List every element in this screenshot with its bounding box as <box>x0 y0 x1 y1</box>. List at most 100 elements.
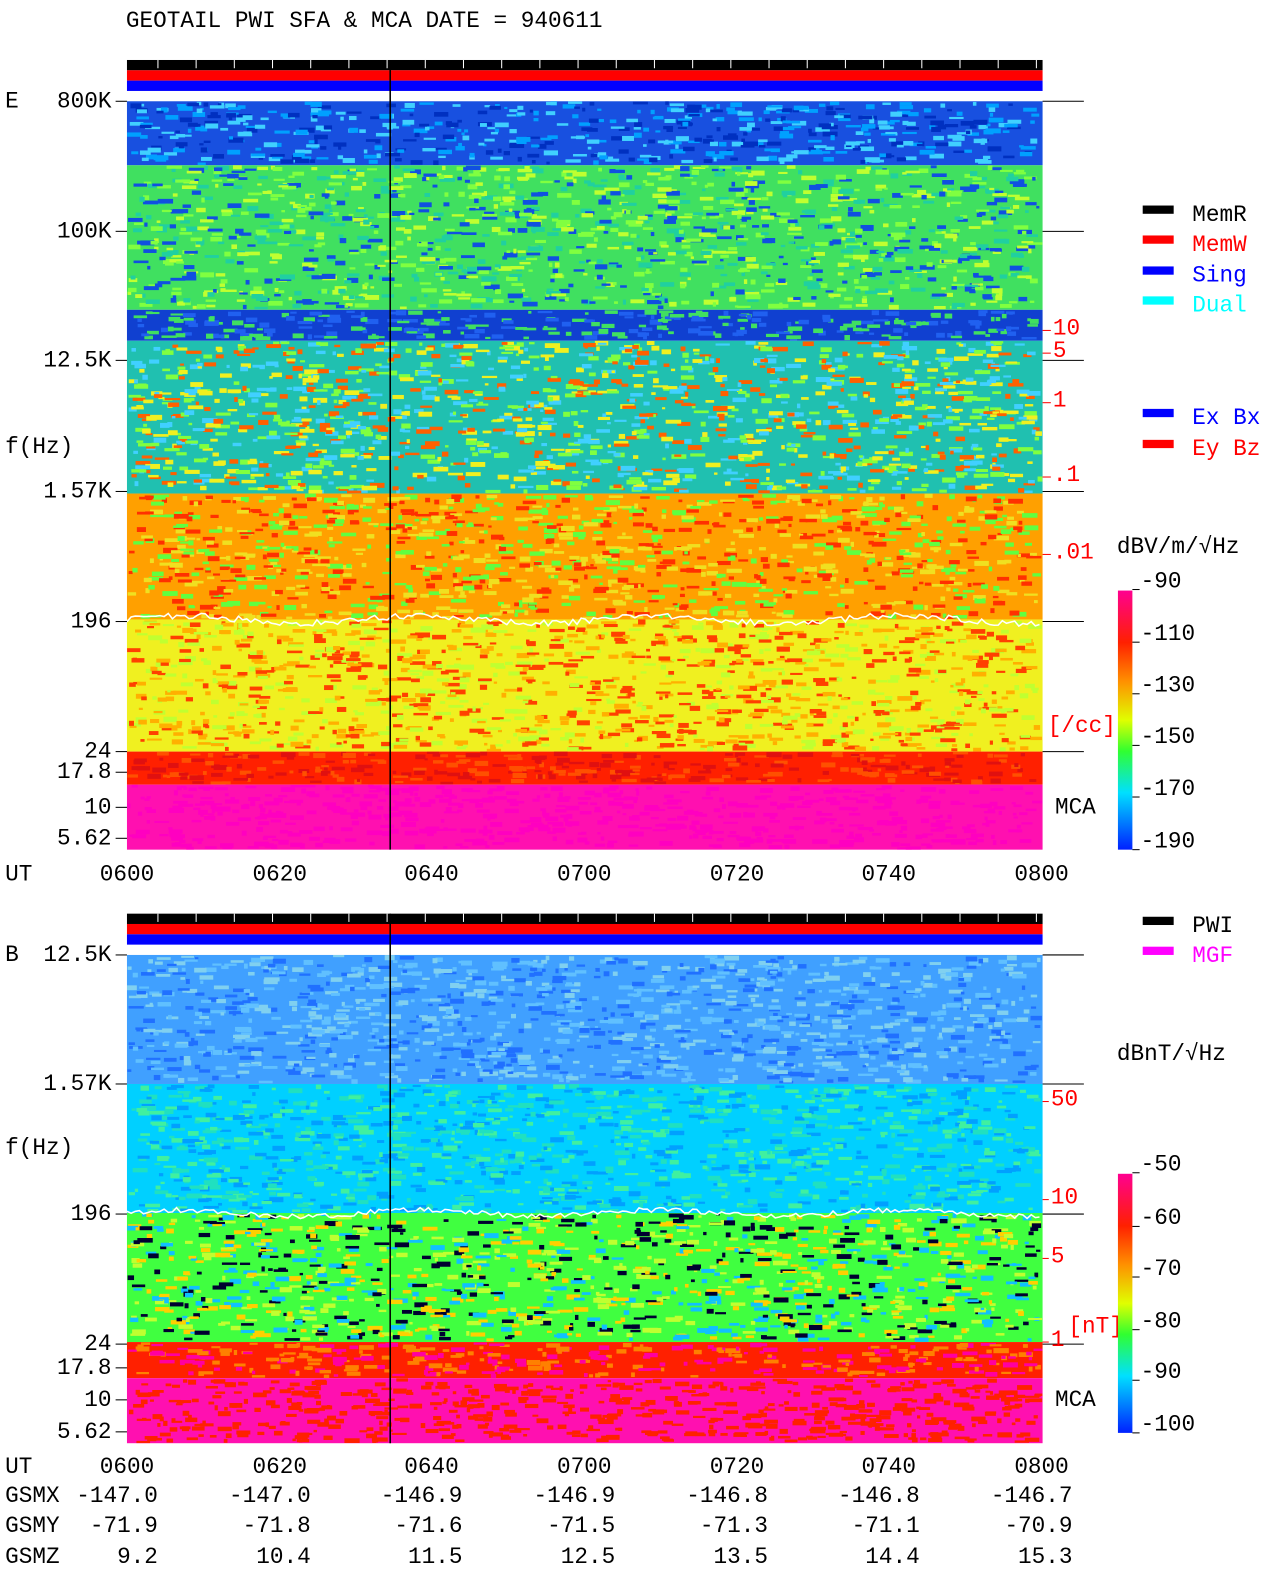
spectrogram-pixel <box>543 325 548 329</box>
spectrogram-pixel <box>935 142 949 147</box>
spectrogram-pixel <box>484 138 495 142</box>
spectrogram-pixel <box>574 392 587 398</box>
spectrogram-pixel <box>715 343 730 346</box>
spectrogram-pixel <box>839 326 848 331</box>
spectrogram-pixel <box>308 485 322 491</box>
spectrogram-pixel <box>544 409 556 415</box>
spectrogram-pixel <box>947 191 962 197</box>
spectrogram-pixel <box>204 165 208 170</box>
spectrogram-pixel <box>950 201 962 204</box>
spectrogram-pixel <box>855 131 864 136</box>
spectrogram-pixel <box>828 500 832 506</box>
spectrogram-pixel <box>805 514 821 519</box>
spectrogram-pixel <box>919 149 935 155</box>
spectrogram-pixel <box>127 132 142 137</box>
spectrogram-pixel <box>416 513 432 517</box>
spectrogram-pixel <box>436 606 451 610</box>
spectrogram-pixel <box>876 250 885 254</box>
spectrogram-pixel <box>516 268 523 272</box>
spectrogram-pixel <box>931 293 947 297</box>
spectrogram-pixel <box>628 328 639 334</box>
spectrogram-pixel <box>153 710 163 714</box>
spectrogram-pixel <box>340 116 344 121</box>
spectrogram-pixel <box>1032 176 1036 181</box>
spectrogram-pixel <box>438 382 442 386</box>
spectrogram-pixel <box>285 546 295 549</box>
spectrogram-pixel <box>188 515 201 520</box>
spectrogram-pixel <box>879 643 888 648</box>
spectrogram-pixel <box>910 614 917 619</box>
spectrogram-pixel <box>441 451 449 457</box>
spectrogram-pixel <box>940 362 951 367</box>
spectrogram-pixel <box>812 435 826 441</box>
spectrogram-pixel <box>295 149 305 155</box>
spectrogram-pixel <box>1018 488 1025 493</box>
spectrogram-pixel <box>471 298 486 303</box>
spectrogram-pixel <box>519 563 531 568</box>
spectrogram-pixel <box>639 413 654 417</box>
spectrogram-pixel <box>590 680 601 685</box>
spectrogram-pixel <box>728 455 738 460</box>
spectrogram-pixel <box>348 421 361 425</box>
spectrogram-pixel <box>157 672 166 676</box>
spectrogram-pixel <box>986 103 999 108</box>
spectrogram-pixel <box>174 511 182 514</box>
spectrogram-pixel <box>842 509 858 513</box>
spectrogram-pixel <box>725 208 739 211</box>
spectrogram-pixel <box>692 609 708 615</box>
spectrogram-pixel <box>284 230 292 235</box>
spectrogram-pixel <box>148 635 163 641</box>
spectrogram-pixel <box>538 522 554 526</box>
spectrogram-pixel <box>956 269 968 273</box>
spectrogram-pixel <box>356 379 362 383</box>
spectrogram-pixel <box>607 390 619 394</box>
spectrogram-pixel <box>297 349 303 355</box>
spectrogram-pixel <box>651 468 663 472</box>
spectrogram-pixel <box>291 497 297 501</box>
spectrogram-pixel <box>381 294 395 298</box>
spectrogram-pixel <box>766 262 776 266</box>
spectrogram-pixel <box>328 513 338 518</box>
spectrogram-pixel <box>420 322 435 325</box>
spectrogram-pixel <box>798 533 804 538</box>
spectrogram-pixel <box>363 154 377 159</box>
spectrogram-pixel <box>184 389 198 394</box>
spectrogram-pixel <box>129 121 144 126</box>
spectrogram-pixel <box>870 469 885 473</box>
spectrogram-pixel <box>704 538 710 543</box>
spectrogram-pixel <box>973 331 986 335</box>
spectrogram-pixel <box>1033 725 1041 730</box>
spectrogram-pixel <box>768 697 781 703</box>
spectrogram-pixel <box>890 270 902 274</box>
spectrogram-pixel <box>748 714 752 717</box>
spectrogram-pixel <box>947 188 955 191</box>
spectrogram-pixel <box>139 150 151 155</box>
spectrogram-pixel <box>432 612 439 617</box>
spectrogram-pixel <box>316 341 321 346</box>
spectrogram-pixel <box>736 610 748 615</box>
spectrogram-pixel <box>988 707 1002 712</box>
spectrogram-pixel <box>213 606 221 610</box>
spectrogram-pixel <box>588 709 596 715</box>
spectrogram-pixel <box>949 361 953 365</box>
spectrogram-pixel <box>750 323 758 329</box>
spectrogram-pixel <box>269 261 278 264</box>
spectrogram-pixel <box>550 574 555 579</box>
spectrogram-pixel <box>702 432 708 437</box>
spectrogram-pixel <box>286 674 294 680</box>
spectrogram-pixel <box>297 551 312 555</box>
spectrogram-pixel <box>781 588 788 591</box>
spectrogram-pixel <box>723 471 738 475</box>
spectrogram-pixel <box>810 257 816 263</box>
spectrogram-pixel <box>818 123 832 128</box>
spectrogram-pixel <box>414 518 420 522</box>
spectrogram-pixel <box>1024 490 1033 494</box>
spectrogram-pixel <box>303 554 318 557</box>
spectrogram-pixel <box>723 135 739 140</box>
spectrogram-pixel <box>872 409 882 415</box>
spectrogram-pixel <box>590 450 597 456</box>
spectrogram-pixel <box>963 628 971 632</box>
spectrogram-pixel <box>1007 119 1022 124</box>
spectrogram-pixel <box>517 176 530 180</box>
spectrogram-pixel <box>909 465 918 469</box>
